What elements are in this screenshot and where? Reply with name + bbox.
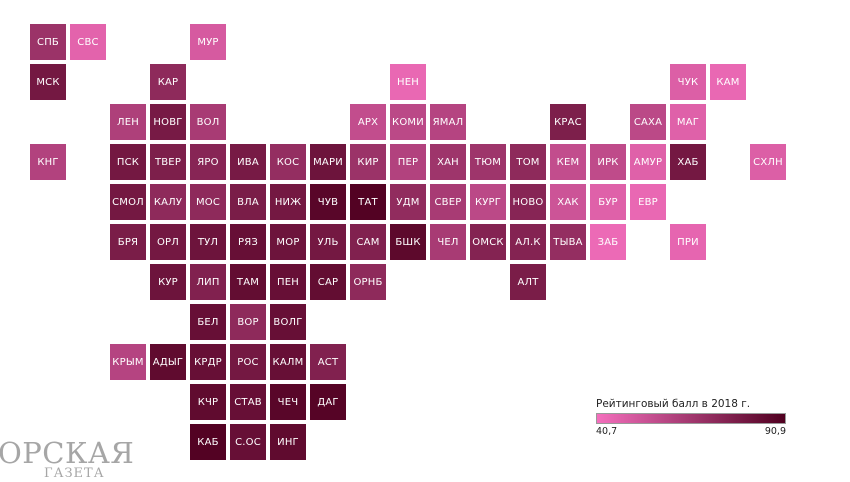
region-cell-30: ИРК <box>590 144 626 180</box>
region-cell-73: АДЫГ <box>150 344 186 380</box>
region-cell-7: КАМ <box>710 64 746 100</box>
logo-title: ОРСКАЯ <box>0 436 135 470</box>
region-cell-21: ИВА <box>230 144 266 180</box>
region-cell-46: БУР <box>590 184 626 220</box>
region-cell-19: ТВЕР <box>150 144 186 180</box>
region-cell-70: ВОР <box>230 304 266 340</box>
region-cell-38: НИЖ <box>270 184 306 220</box>
legend-title: Рейтинговый балл в 2018 г. <box>596 398 751 410</box>
region-cell-78: КЧР <box>190 384 226 420</box>
region-cell-41: УДМ <box>390 184 426 220</box>
region-cell-29: КЕМ <box>550 144 586 180</box>
color-legend: Рейтинговый балл в 2018 г. 40,7 90,9 <box>596 398 796 440</box>
region-cell-62: КУР <box>150 264 186 300</box>
region-cell-12: КОМИ <box>390 104 426 140</box>
region-cell-9: НОВГ <box>150 104 186 140</box>
region-cell-67: ОРНБ <box>350 264 386 300</box>
region-cell-33: СХЛН <box>750 144 786 180</box>
region-cell-43: КУРГ <box>470 184 506 220</box>
region-cell-58: АЛ.К <box>510 224 546 260</box>
region-cell-23: МАРИ <box>310 144 346 180</box>
region-cell-35: КАЛУ <box>150 184 186 220</box>
region-cell-28: ТОМ <box>510 144 546 180</box>
region-cell-31: АМУР <box>630 144 666 180</box>
region-cell-51: РЯЗ <box>230 224 266 260</box>
region-cell-16: МАГ <box>670 104 706 140</box>
region-cell-5: НЕН <box>390 64 426 100</box>
region-cell-37: ВЛА <box>230 184 266 220</box>
region-cell-18: ПСК <box>110 144 146 180</box>
region-cell-54: САМ <box>350 224 386 260</box>
region-cell-47: ЕВР <box>630 184 666 220</box>
region-cell-65: ПЕН <box>270 264 306 300</box>
region-cell-56: ЧЕЛ <box>430 224 466 260</box>
region-cell-80: ЧЕЧ <box>270 384 306 420</box>
region-cell-53: УЛЬ <box>310 224 346 260</box>
legend-min-label: 40,7 <box>596 426 618 437</box>
region-cell-77: АСТ <box>310 344 346 380</box>
region-cell-39: ЧУВ <box>310 184 346 220</box>
region-cell-64: ТАМ <box>230 264 266 300</box>
region-cell-1: СВС <box>70 24 106 60</box>
region-cell-81: ДАГ <box>310 384 346 420</box>
region-cell-57: ОМСК <box>470 224 506 260</box>
region-cell-55: БШК <box>390 224 426 260</box>
region-cell-6: ЧУК <box>670 64 706 100</box>
region-cell-4: КАР <box>150 64 186 100</box>
region-cell-63: ЛИП <box>190 264 226 300</box>
legend-gradient-bar <box>596 413 786 424</box>
region-cell-74: КРДР <box>190 344 226 380</box>
region-cell-66: САР <box>310 264 346 300</box>
logo-subtitle: ГАЗЕТА <box>44 466 105 481</box>
region-cell-17: КНГ <box>30 144 66 180</box>
region-cell-11: АРХ <box>350 104 386 140</box>
region-cell-75: РОС <box>230 344 266 380</box>
region-cell-69: БЕЛ <box>190 304 226 340</box>
legend-ticks: 40,7 90,9 <box>596 426 786 440</box>
region-cell-27: ТЮМ <box>470 144 506 180</box>
region-cell-59: ТЫВА <box>550 224 586 260</box>
region-cell-68: АЛТ <box>510 264 546 300</box>
region-cell-49: ОРЛ <box>150 224 186 260</box>
region-cell-71: ВОЛГ <box>270 304 306 340</box>
region-cell-22: КОС <box>270 144 306 180</box>
region-cell-26: ХАН <box>430 144 466 180</box>
region-cell-34: СМОЛ <box>110 184 146 220</box>
region-cell-2: МУР <box>190 24 226 60</box>
region-cell-82: КАБ <box>190 424 226 460</box>
region-cell-44: НОВО <box>510 184 546 220</box>
region-cell-15: САХА <box>630 104 666 140</box>
newspaper-logo: ОРСКАЯ ГАЗЕТА <box>0 436 160 482</box>
region-cell-84: ИНГ <box>270 424 306 460</box>
region-cell-42: СВЕР <box>430 184 466 220</box>
region-cell-10: ВОЛ <box>190 104 226 140</box>
region-cell-83: С.ОС <box>230 424 266 460</box>
region-cell-24: КИР <box>350 144 386 180</box>
region-cell-50: ТУЛ <box>190 224 226 260</box>
region-cell-52: МОР <box>270 224 306 260</box>
region-cell-32: ХАБ <box>670 144 706 180</box>
region-cell-14: КРАС <box>550 104 586 140</box>
region-cell-61: ПРИ <box>670 224 706 260</box>
region-cell-76: КАЛМ <box>270 344 306 380</box>
region-cell-45: ХАК <box>550 184 586 220</box>
region-cell-8: ЛЕН <box>110 104 146 140</box>
legend-max-label: 90,9 <box>764 426 786 437</box>
region-cell-0: СПБ <box>30 24 66 60</box>
region-cell-20: ЯРО <box>190 144 226 180</box>
region-cell-40: ТАТ <box>350 184 386 220</box>
region-cell-25: ПЕР <box>390 144 426 180</box>
region-cell-72: КРЫМ <box>110 344 146 380</box>
region-cell-79: СТАВ <box>230 384 266 420</box>
region-cell-13: ЯМАЛ <box>430 104 466 140</box>
region-cell-3: МСК <box>30 64 66 100</box>
region-cell-60: ЗАБ <box>590 224 626 260</box>
region-cell-36: МОС <box>190 184 226 220</box>
region-cell-48: БРЯ <box>110 224 146 260</box>
